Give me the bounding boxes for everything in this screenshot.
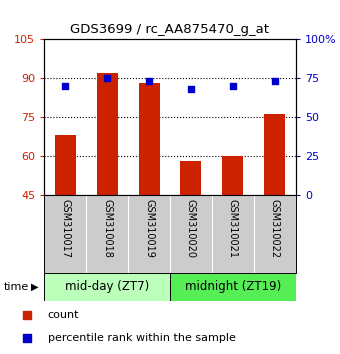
Point — [230, 83, 236, 88]
Text: mid-day (ZT7): mid-day (ZT7) — [65, 280, 149, 293]
Title: GDS3699 / rc_AA875470_g_at: GDS3699 / rc_AA875470_g_at — [70, 23, 270, 36]
Bar — [97, 73, 118, 195]
Bar — [170, 273, 296, 301]
Text: GSM310022: GSM310022 — [270, 199, 280, 258]
Text: GSM310017: GSM310017 — [60, 199, 70, 258]
Bar — [44, 273, 170, 301]
Bar — [265, 114, 285, 195]
Text: ▶: ▶ — [31, 282, 38, 292]
Text: percentile rank within the sample: percentile rank within the sample — [48, 333, 236, 343]
Text: time: time — [3, 282, 29, 292]
Bar — [222, 156, 243, 195]
Point — [146, 78, 152, 84]
Text: GSM310019: GSM310019 — [144, 199, 154, 257]
Bar — [139, 83, 159, 195]
Bar — [55, 135, 75, 195]
Text: count: count — [48, 310, 79, 320]
Text: GSM310021: GSM310021 — [228, 199, 238, 258]
Point — [24, 335, 30, 341]
Text: GSM310018: GSM310018 — [102, 199, 112, 257]
Point — [188, 86, 194, 92]
Text: GSM310020: GSM310020 — [186, 199, 196, 258]
Point — [24, 312, 30, 318]
Point — [63, 83, 68, 88]
Point — [104, 75, 110, 81]
Point — [272, 78, 277, 84]
Text: midnight (ZT19): midnight (ZT19) — [185, 280, 281, 293]
Bar — [181, 161, 201, 195]
